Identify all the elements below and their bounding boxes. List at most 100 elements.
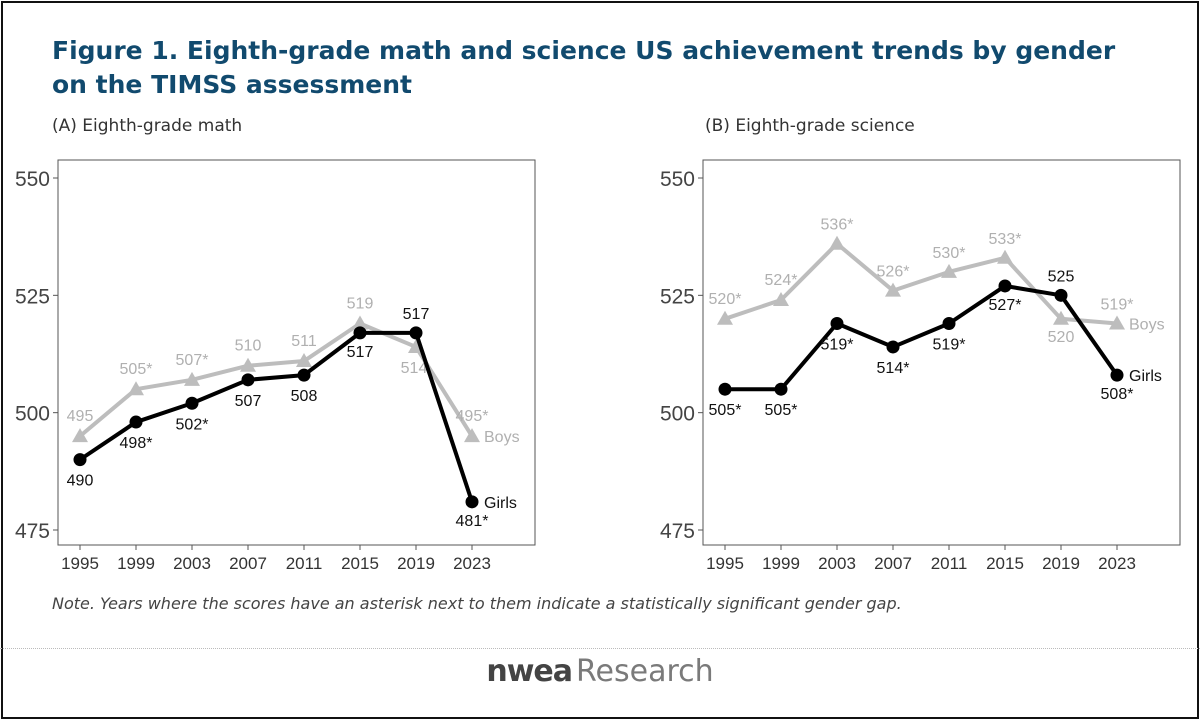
girls-data-label: 519* (821, 336, 854, 353)
nwea-research-logo: nwea Research (0, 650, 1200, 694)
girls-data-label: 507 (235, 393, 262, 410)
girls-data-label: 505* (765, 402, 798, 419)
boys-data-label: 519 (347, 295, 374, 312)
boys-data-label: 511 (291, 333, 317, 350)
x-tick-label: 2023 (453, 554, 491, 573)
boys-data-label: 507* (176, 352, 209, 369)
boys-data-label: 510 (235, 338, 262, 355)
y-tick-label: 475 (660, 520, 695, 543)
math-panel-title: (A) Eighth-grade math (52, 116, 243, 136)
x-tick-label: 2007 (874, 554, 912, 573)
girls-series-name: Girls (1129, 368, 1162, 385)
boys-data-label: 530* (933, 245, 966, 262)
boys-point-marker (885, 282, 901, 297)
girls-point-marker (774, 382, 788, 396)
girls-point-marker (409, 326, 423, 340)
boys-data-label: 505* (120, 361, 153, 378)
boys-data-label: 536* (821, 217, 854, 234)
girls-point-marker (129, 415, 143, 429)
boys-data-label: 520 (1048, 329, 1075, 346)
boys-point-marker (1053, 310, 1069, 325)
boys-data-label: 519* (1101, 296, 1134, 313)
x-tick-label: 2007 (229, 554, 267, 573)
boys-point-marker (184, 371, 200, 386)
girls-series-name: Girls (484, 495, 517, 512)
girls-data-label: 498* (120, 435, 153, 452)
y-tick-label: 475 (15, 520, 50, 543)
boys-point-marker (829, 235, 845, 250)
girls-data-label: 527* (989, 297, 1022, 314)
boys-point-marker (128, 381, 144, 396)
plot-frame (57, 159, 536, 546)
x-tick-label: 2015 (986, 554, 1024, 573)
boys-point-marker (72, 428, 88, 443)
y-tick-label: 500 (15, 403, 50, 426)
boys-series-line (724, 241, 1118, 326)
x-tick-label: 1999 (117, 554, 155, 573)
x-tick-label: 2011 (931, 554, 968, 573)
figure-title: Figure 1. Eighth-grade math and science … (52, 36, 1116, 99)
boys-point-marker (296, 353, 312, 368)
girls-data-label: 519* (933, 336, 966, 353)
girls-data-label: 508* (1101, 386, 1134, 403)
girls-point-marker (1054, 288, 1068, 302)
boys-data-label: 533* (989, 231, 1022, 248)
girls-data-label: 508 (291, 388, 318, 405)
math-trend-chart: 475 500 525 550 1995 1999 2003 2007 2011 2015 2019… (15, 159, 536, 573)
x-tick-label: 2003 (173, 554, 211, 573)
y-tick-label: 500 (660, 403, 695, 426)
footnote: Note. Years where the scores have an ast… (52, 594, 902, 613)
girls-point-marker (241, 373, 255, 387)
boys-point-marker (997, 249, 1013, 264)
y-tick-label: 525 (15, 285, 50, 308)
girls-point-marker (886, 340, 900, 354)
boys-point-marker (464, 428, 480, 443)
x-tick-label: 2019 (397, 554, 435, 573)
girls-data-label: 525 (1048, 268, 1075, 285)
science-trend-chart: 475 500 525 550 1995 1999 2003 2007 2011 2015 2019… (660, 159, 1181, 573)
x-tick-label: 2015 (341, 554, 379, 573)
girls-point-marker (73, 453, 87, 467)
science-panel-title: (B) Eighth-grade science (705, 116, 915, 136)
boys-data-label: 495* (456, 408, 489, 425)
boys-point-marker (1109, 315, 1125, 330)
girls-data-label: 514* (877, 360, 910, 377)
logo-word: Research (576, 654, 714, 689)
girls-point-marker (185, 396, 199, 410)
boys-point-marker (352, 315, 368, 330)
boys-point-marker (941, 263, 957, 278)
girls-data-label: 502* (176, 416, 209, 433)
x-tick-label: 1999 (762, 554, 800, 573)
boys-series-name: Boys (484, 429, 520, 446)
girls-point-marker (942, 316, 956, 330)
girls-point-marker (297, 368, 311, 382)
x-tick-label: 2019 (1042, 554, 1080, 573)
boys-series-line (78, 321, 474, 438)
boys-data-label: 520* (709, 291, 742, 308)
girls-data-label: 481* (456, 513, 489, 530)
boys-data-label: 514 (401, 360, 428, 377)
plot-frame (702, 159, 1181, 546)
y-tick-label: 550 (660, 168, 695, 191)
girls-point-marker (718, 382, 732, 396)
x-tick-label: 2011 (286, 554, 323, 573)
girls-point-marker (353, 326, 367, 340)
x-tick-label: 2003 (818, 554, 856, 573)
girls-data-label: 505* (709, 402, 742, 419)
x-tick-label: 1995 (61, 554, 99, 573)
girls-data-label: 490 (67, 473, 94, 490)
girls-point-marker (465, 495, 479, 509)
girls-series-line (725, 283, 1119, 392)
girls-series-line (78, 330, 474, 503)
y-tick-label: 525 (660, 285, 695, 308)
x-tick-label: 2023 (1098, 554, 1136, 573)
girls-data-label: 517 (347, 344, 374, 361)
boys-point-marker (240, 357, 256, 372)
logo-mark: nwea (486, 654, 573, 689)
girls-data-label: 517 (403, 306, 430, 323)
boys-data-label: 495 (67, 408, 94, 425)
girls-point-marker (1110, 368, 1124, 382)
girls-point-marker (830, 316, 844, 330)
x-tick-label: 1995 (706, 554, 744, 573)
